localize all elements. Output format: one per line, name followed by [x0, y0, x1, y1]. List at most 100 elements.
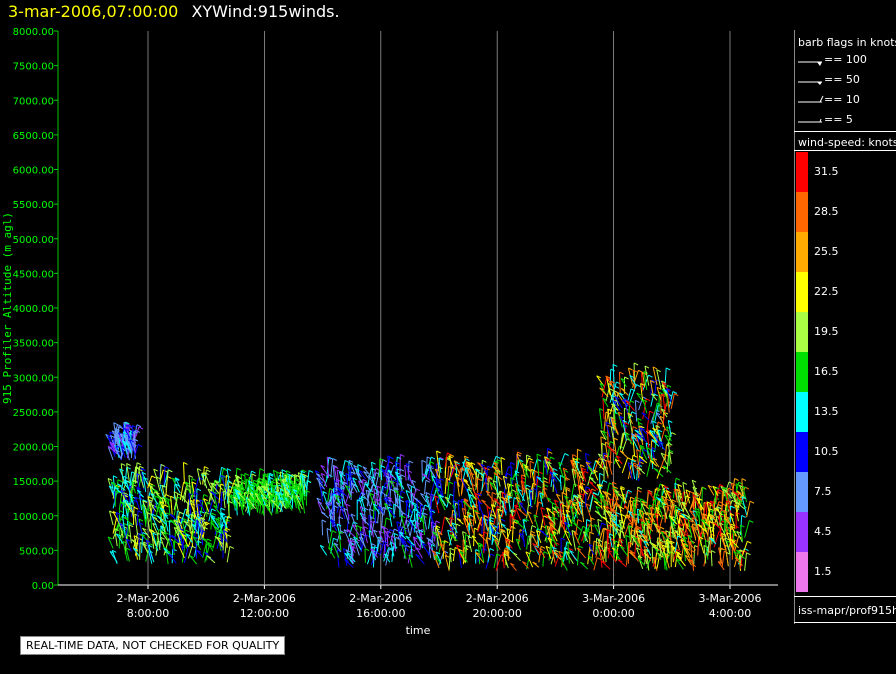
- wind-barb: [732, 530, 735, 548]
- wind-barb: [381, 526, 391, 539]
- wind-barb-flag: [539, 547, 544, 551]
- wind-barb: [107, 536, 114, 549]
- wind-barb-flag: [536, 453, 542, 457]
- wind-barb-flag: [676, 558, 681, 562]
- wind-barb: [669, 540, 676, 554]
- wind-barb: [734, 557, 743, 566]
- wind-barb-flag: [531, 533, 536, 537]
- wind-barb: [687, 535, 695, 545]
- wind-barb-flag: [685, 489, 691, 493]
- wind-barb-flag: [740, 524, 745, 528]
- wind-barb-flag: [656, 496, 661, 500]
- wind-barb: [660, 408, 668, 418]
- x-tick-time: 4:00:00: [709, 607, 751, 620]
- wind-barb-flag: [638, 369, 643, 373]
- wind-barb: [348, 460, 356, 475]
- wind-barb-flag: [226, 468, 232, 472]
- wind-barb: [647, 526, 652, 540]
- wind-barb-flag: [335, 494, 340, 498]
- wind-barb: [459, 551, 468, 563]
- wind-barb: [387, 471, 391, 491]
- wind-barb: [127, 442, 132, 455]
- wind-barb: [456, 477, 460, 497]
- wind-barb-flag: [687, 540, 692, 544]
- wind-barb: [646, 527, 652, 543]
- wind-barb-flag: [160, 536, 165, 540]
- wind-barb-flag: [383, 498, 388, 502]
- wind-barb: [623, 490, 629, 504]
- wind-barb-flag: [718, 547, 723, 551]
- wind-barb-flag: [369, 508, 374, 512]
- wind-barb-flag: [570, 505, 575, 509]
- wind-barb-flag: [528, 489, 534, 493]
- wind-barb-flag: [515, 496, 521, 500]
- wind-barb: [615, 503, 623, 512]
- wind-barb-flag: [347, 465, 352, 469]
- wind-barb-flag: [524, 518, 529, 522]
- wind-barb: [664, 367, 667, 386]
- wind-barb: [628, 414, 633, 435]
- wind-barb-flag: [197, 468, 202, 472]
- wind-barb-flag: [436, 450, 441, 454]
- wind-barb-flag: [400, 474, 406, 478]
- wind-barb: [597, 519, 601, 535]
- wind-barb-flag: [652, 543, 657, 547]
- wind-barb-flag: [626, 515, 631, 519]
- wind-barb-flag: [521, 474, 526, 478]
- wind-barb-flag: [477, 462, 482, 466]
- color-swatch-label: 28.5: [814, 205, 839, 218]
- wind-barb: [214, 480, 224, 491]
- wind-barb-flag: [530, 549, 535, 553]
- wind-barb: [200, 518, 204, 535]
- wind-barb-flag: [491, 534, 497, 538]
- wind-barb-flag: [163, 546, 168, 550]
- wind-barb-flag: [387, 469, 393, 473]
- wind-barb: [551, 530, 558, 542]
- wind-barb-flag: [189, 500, 195, 504]
- wind-barb-flag: [637, 555, 643, 559]
- wind-barb: [609, 517, 617, 532]
- wind-barb-flag: [615, 503, 621, 507]
- wind-barb-flag: [564, 495, 569, 499]
- wind-barb-flag: [394, 489, 399, 493]
- wind-barb-flag: [697, 523, 703, 527]
- wind-barb: [387, 455, 391, 478]
- wind-barb: [614, 459, 621, 469]
- wind-barb: [641, 521, 646, 536]
- wind-barb-flag: [486, 505, 492, 509]
- wind-barb: [588, 488, 597, 498]
- wind-barb: [710, 515, 719, 524]
- wind-barb-flag: [111, 430, 117, 434]
- wind-barb-flag: [631, 436, 637, 440]
- wind-barb: [542, 460, 545, 483]
- wind-barb: [193, 492, 198, 508]
- wind-barb-flag: [649, 410, 654, 414]
- wind-barb-flag: [649, 459, 655, 463]
- wind-barb: [336, 487, 344, 496]
- wind-barb-flag: [709, 508, 715, 512]
- color-swatch-label: 19.5: [814, 325, 839, 338]
- wind-barb-flag: [288, 487, 293, 491]
- wind-barb-flag: [742, 485, 748, 489]
- wind-barb: [577, 526, 584, 543]
- speed-legend-title: wind-speed: knots: [798, 136, 896, 149]
- wind-barb: [735, 512, 737, 529]
- wind-barb-flag: [627, 525, 633, 529]
- wind-barb-flag: [435, 525, 441, 529]
- wind-barb: [408, 518, 415, 532]
- wind-barb: [390, 535, 397, 552]
- wind-barb-flag: [571, 530, 577, 533]
- wind-barb-flag: [188, 474, 194, 478]
- wind-barb: [320, 465, 330, 477]
- wind-barb-flag: [617, 411, 623, 415]
- wind-barb: [514, 492, 521, 510]
- wind-barb-flag: [549, 523, 555, 527]
- wind-barb: [151, 513, 159, 531]
- wind-barb: [660, 380, 668, 396]
- wind-barb-flag: [564, 453, 569, 456]
- wind-barb: [197, 518, 206, 530]
- wind-barb-flag: [191, 481, 197, 485]
- wind-barb-flag: [641, 533, 647, 537]
- wind-barb: [160, 531, 169, 542]
- wind-barb: [292, 489, 301, 501]
